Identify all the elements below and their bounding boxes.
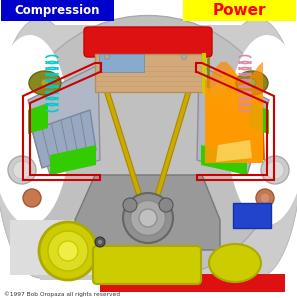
- Ellipse shape: [23, 189, 41, 207]
- Ellipse shape: [266, 161, 284, 179]
- Ellipse shape: [95, 237, 105, 247]
- Ellipse shape: [13, 161, 31, 179]
- Bar: [99, 54, 144, 72]
- Ellipse shape: [261, 156, 289, 184]
- Polygon shape: [205, 85, 263, 163]
- Polygon shape: [149, 65, 199, 215]
- Polygon shape: [201, 145, 247, 175]
- Ellipse shape: [105, 55, 110, 60]
- FancyBboxPatch shape: [84, 27, 212, 57]
- Polygon shape: [205, 100, 265, 165]
- Bar: [233, 203, 271, 228]
- Polygon shape: [96, 65, 148, 215]
- Ellipse shape: [48, 231, 88, 271]
- Ellipse shape: [227, 35, 297, 225]
- Ellipse shape: [0, 18, 85, 278]
- Ellipse shape: [13, 15, 283, 280]
- Ellipse shape: [39, 222, 97, 280]
- Ellipse shape: [58, 241, 78, 261]
- Bar: [100, 275, 285, 285]
- Ellipse shape: [181, 55, 187, 60]
- Bar: [100, 274, 285, 292]
- Ellipse shape: [41, 79, 49, 87]
- Bar: [1, 0, 114, 21]
- Polygon shape: [205, 69, 263, 163]
- Bar: [40, 25, 257, 280]
- Polygon shape: [28, 65, 100, 175]
- Bar: [10, 220, 140, 275]
- Ellipse shape: [123, 193, 173, 243]
- Ellipse shape: [29, 71, 61, 95]
- Ellipse shape: [260, 193, 270, 203]
- Polygon shape: [32, 110, 96, 168]
- Polygon shape: [50, 145, 96, 175]
- Text: Power: Power: [212, 3, 266, 18]
- Ellipse shape: [139, 209, 157, 227]
- Polygon shape: [28, 103, 48, 134]
- Polygon shape: [216, 140, 252, 162]
- Polygon shape: [197, 65, 269, 175]
- Text: Compression: Compression: [14, 4, 100, 17]
- Bar: [95, 54, 202, 92]
- Ellipse shape: [159, 198, 173, 212]
- Polygon shape: [205, 93, 263, 163]
- Bar: [183, 0, 296, 21]
- Ellipse shape: [8, 156, 36, 184]
- Ellipse shape: [0, 35, 70, 225]
- Ellipse shape: [256, 189, 274, 207]
- Polygon shape: [205, 62, 263, 163]
- Polygon shape: [205, 77, 263, 163]
- Ellipse shape: [130, 201, 165, 235]
- Ellipse shape: [236, 71, 268, 95]
- Ellipse shape: [209, 244, 261, 282]
- Text: ©1997 Bob Oropaza all rights reserved: ©1997 Bob Oropaza all rights reserved: [4, 291, 120, 297]
- Ellipse shape: [97, 240, 102, 244]
- Polygon shape: [249, 103, 269, 134]
- Ellipse shape: [212, 18, 297, 278]
- Ellipse shape: [123, 198, 137, 212]
- Ellipse shape: [248, 79, 256, 87]
- Polygon shape: [75, 175, 220, 250]
- FancyBboxPatch shape: [93, 246, 201, 284]
